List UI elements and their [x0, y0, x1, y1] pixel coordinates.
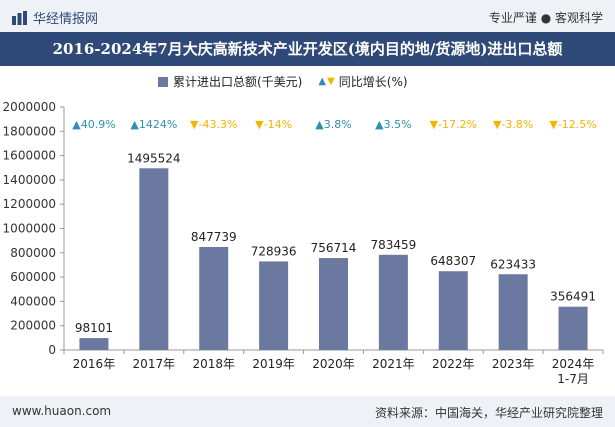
y-tick-label: 1200000	[3, 197, 56, 211]
bar-value-label: 356491	[550, 290, 596, 304]
bar-value-label: 623433	[490, 257, 536, 271]
y-tick-label: 600000	[10, 270, 56, 284]
bar	[319, 258, 348, 350]
y-tick-label: 800000	[10, 246, 56, 260]
footer-url[interactable]: www.huaon.com	[12, 404, 112, 418]
x-tick-label: 2024年	[552, 357, 595, 371]
x-tick-label: 1-7月	[557, 372, 589, 386]
y-tick-label: 2000000	[3, 100, 56, 114]
y-tick-label: 1000000	[3, 222, 56, 236]
bar-value-label: 783459	[370, 238, 416, 252]
x-tick-label: 2017年	[133, 357, 176, 371]
x-tick-label: 2023年	[492, 357, 535, 371]
growth-label: ▲3.5%	[375, 118, 411, 131]
growth-label: ▼-43.3%	[190, 118, 237, 131]
legend-bar-swatch	[158, 76, 168, 87]
bar	[79, 338, 109, 350]
y-tick-label: 400000	[10, 294, 56, 308]
growth-label: ▲3.8%	[315, 118, 351, 131]
brand[interactable]: 华经情报网	[12, 8, 98, 27]
bar	[199, 246, 229, 350]
bar-value-label: 1495524	[127, 151, 180, 165]
growth-label: ▼-3.8%	[493, 118, 533, 131]
legend: 累计进出口总额(千美元) ▲ ▼ 同比增长(%)	[158, 73, 408, 90]
growth-label: ▲1424%	[130, 118, 177, 131]
x-tick-label: 2021年	[372, 357, 415, 371]
growth-label: ▼-14%	[255, 118, 292, 131]
title-bar: 2016-2024年7月大庆高新技术产业开发区(境内目的地/货源地)进出口总额	[0, 32, 615, 66]
tagline: 专业严谨 ● 客观科学	[488, 11, 603, 25]
bar	[558, 306, 588, 350]
y-tick-label: 0	[48, 343, 56, 357]
x-tick-label: 2019年	[252, 357, 295, 371]
chart-title: 2016-2024年7月大庆高新技术产业开发区(境内目的地/货源地)进出口总额	[52, 40, 563, 58]
bar	[378, 254, 408, 350]
bar	[139, 168, 169, 350]
y-tick-label: 1600000	[3, 149, 56, 163]
bar-chart: 0 200000 400000 600000 800000 1000000 1200000 1…	[3, 100, 604, 386]
y-tick-label: 1800000	[3, 124, 56, 138]
bar-value-label: 728936	[251, 244, 297, 258]
bar	[259, 261, 289, 350]
legend-line-label: 同比增长(%)	[338, 75, 408, 89]
brand-name: 华经情报网	[33, 12, 99, 27]
bar-chart-logo-icon	[12, 10, 27, 25]
y-tick-label: 1400000	[3, 173, 56, 187]
growth-label: ▼-17.2%	[430, 118, 477, 131]
y-tick-label: 200000	[10, 319, 56, 333]
x-tick-label: 2022年	[432, 357, 475, 371]
bar-value-label: 847739	[191, 230, 237, 244]
x-tick-label: 2018年	[192, 357, 235, 371]
x-tick-label: 2016年	[73, 357, 116, 371]
bar-value-label: 756714	[311, 241, 357, 255]
growth-label: ▼-12.5%	[549, 118, 596, 131]
triangle-down-icon: ▼	[327, 76, 335, 87]
bar-value-label: 98101	[75, 321, 113, 335]
legend-bar-label: 累计进出口总额(千美元)	[173, 75, 303, 89]
footer-bar: www.huaon.com 资料来源：中国海关，华经产业研究院整理	[0, 396, 615, 427]
bar	[438, 271, 468, 350]
triangle-up-icon: ▲	[318, 76, 327, 87]
bar	[498, 274, 528, 350]
top-bar: 华经情报网 专业严谨 ● 客观科学	[0, 0, 615, 32]
x-tick-label: 2020年	[312, 357, 355, 371]
growth-label: ▲40.9%	[72, 118, 115, 131]
bar-value-label: 648307	[430, 254, 476, 268]
footer-source: 资料来源：中国海关，华经产业研究院整理	[374, 406, 603, 420]
